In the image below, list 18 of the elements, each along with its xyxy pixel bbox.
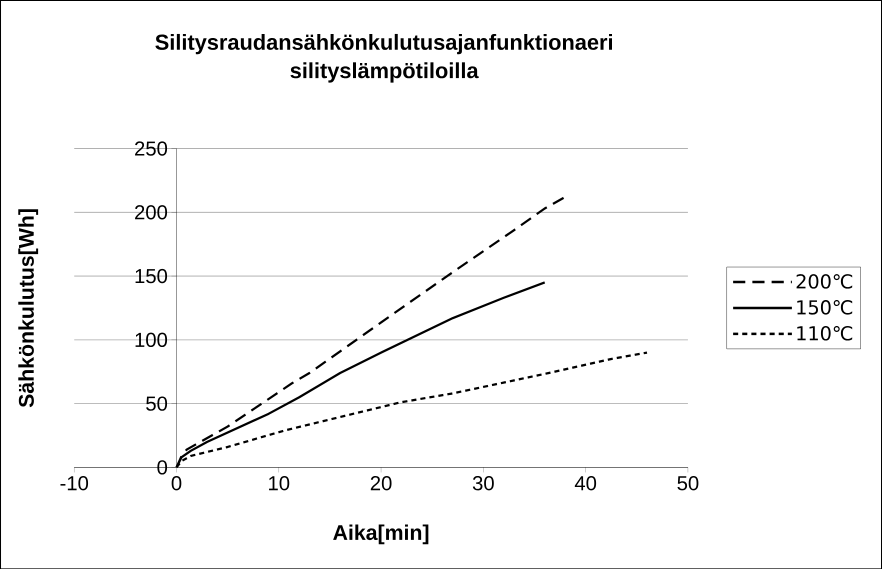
- x-tick-label: 40: [574, 476, 596, 490]
- chart-title: Silitysraudansähkönkulutusajanfunktionaeri silityslämpötiloilla: [155, 34, 612, 82]
- x-tick-label: 0: [172, 476, 182, 490]
- x-tick-label: 50: [677, 476, 698, 490]
- x-tick-label: 10: [269, 476, 290, 490]
- legend-label: 150℃: [797, 300, 852, 314]
- x-tick-label: 30: [472, 476, 494, 490]
- legend-label: 200℃: [796, 274, 852, 288]
- x-tick-label: -10: [60, 476, 88, 490]
- y-tick-label: 250: [135, 141, 168, 156]
- y-axis-title: Sähkönkulutus[Wh]: [18, 209, 38, 408]
- legend-label: 110℃: [797, 326, 852, 340]
- y-tick-label: 100: [136, 332, 168, 347]
- x-tick-label: 20: [370, 476, 392, 490]
- y-tick-label: 50: [146, 396, 168, 411]
- y-tick-label: 150: [136, 268, 168, 284]
- y-tick-label: 200: [135, 204, 168, 220]
- x-axis-title: Aika[min]: [333, 524, 428, 544]
